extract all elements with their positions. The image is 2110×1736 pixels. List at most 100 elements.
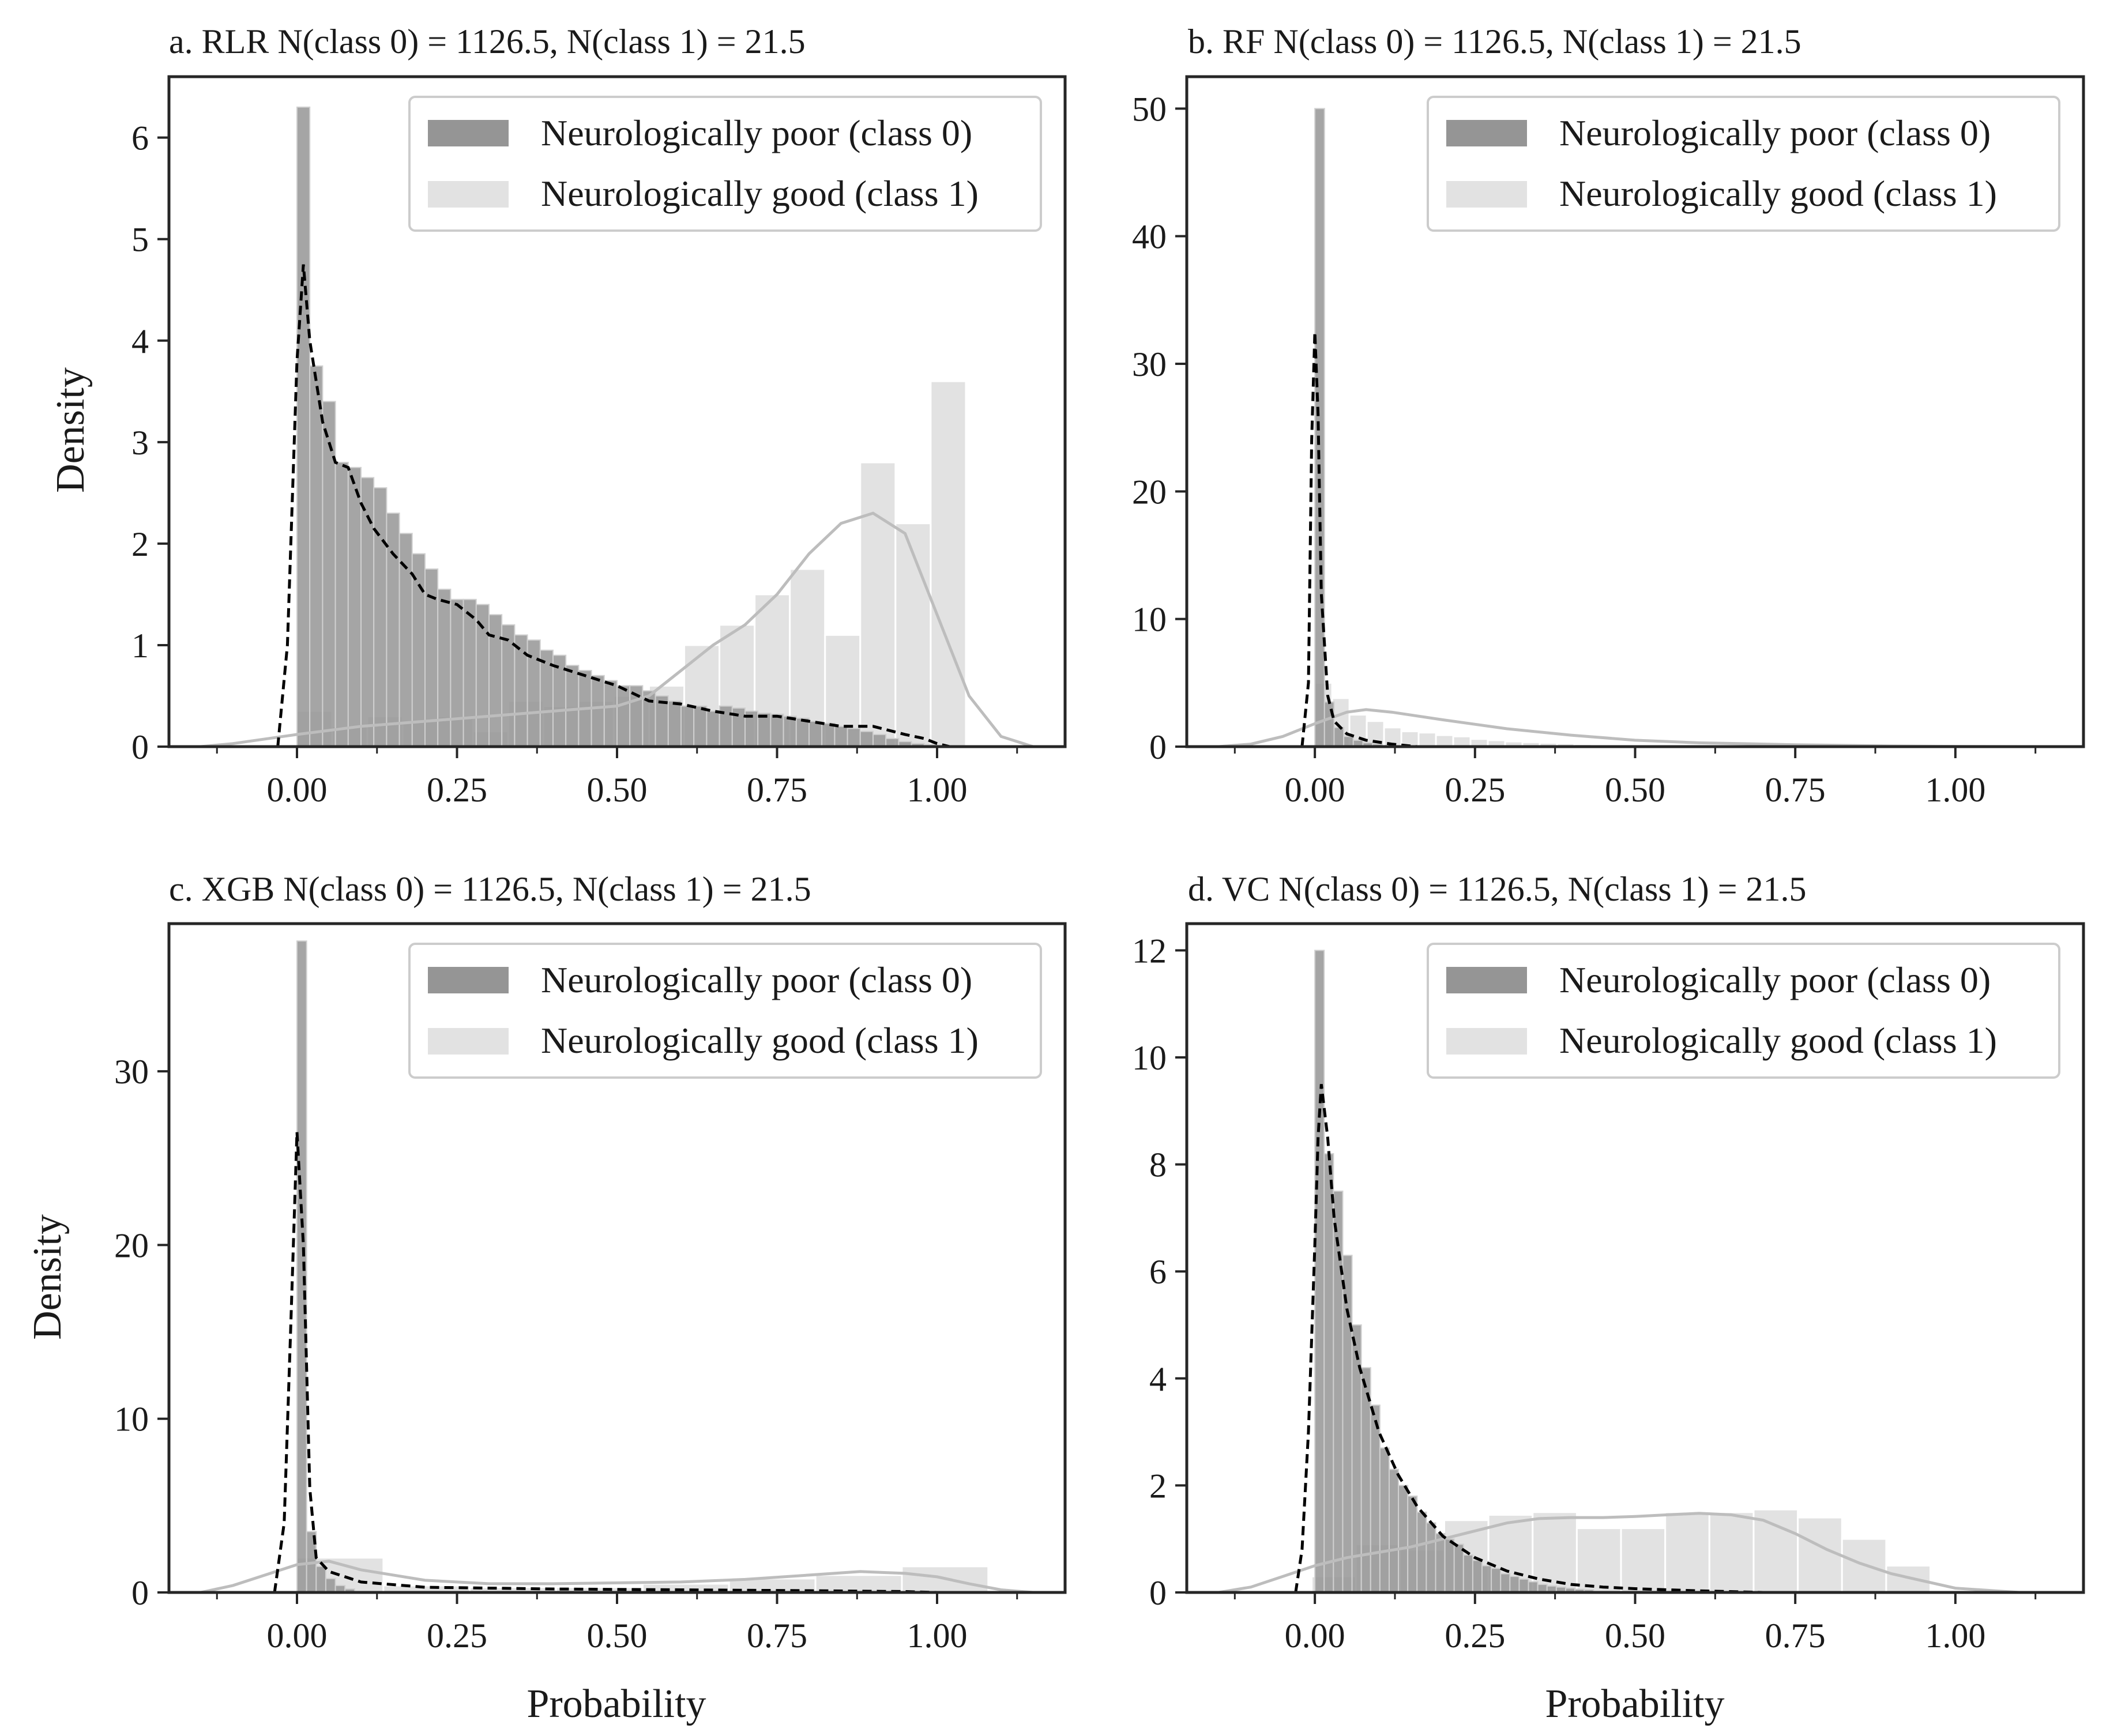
- bar-class0: [872, 733, 887, 747]
- x-tick-label: 0.25: [427, 771, 487, 809]
- bar-class0: [501, 624, 516, 747]
- bar-class0: [1509, 1576, 1520, 1592]
- panel-rlr: a. RLR N(class 0) = 1126.5, N(class 1) =…: [48, 22, 1067, 809]
- panel-vc: d. VC N(class 0) = 1126.5, N(class 1) = …: [1132, 870, 2085, 1726]
- bar-class0: [344, 1588, 355, 1592]
- bar-class0: [603, 680, 618, 747]
- plot-marks: [1218, 950, 2020, 1592]
- x-tick-label: 0.00: [267, 771, 328, 809]
- bar-class0: [411, 553, 426, 747]
- title-rlr: a. RLR N(class 0) = 1126.5, N(class 1) =…: [169, 22, 806, 61]
- legend-frame: [1427, 943, 2060, 1079]
- plot-area-xgb: 0.00 0.25 0.50 0.75 1.00 0 10 20 30 Neurologicall…: [114, 922, 1067, 1655]
- x-tick-label: 1.00: [907, 1617, 968, 1655]
- bar-class1: [1885, 1565, 1932, 1592]
- y-tick-label: 0: [1149, 728, 1167, 766]
- legend-swatch-class0: [428, 120, 509, 146]
- legend-swatch-class1: [1446, 1028, 1527, 1055]
- bar-class0: [462, 598, 477, 747]
- x-tick-label: 1.00: [1925, 1617, 1985, 1655]
- bar-class1: [1708, 1511, 1755, 1592]
- bar-class0: [706, 710, 720, 747]
- bar-class0: [808, 720, 823, 747]
- y-tick-label: 12: [1132, 932, 1167, 970]
- bar-class1: [1664, 1511, 1710, 1592]
- y-tick-label: 20: [114, 1226, 149, 1264]
- bar-class0: [680, 705, 695, 747]
- bar-class1: [930, 380, 967, 747]
- bar-class0: [757, 712, 772, 747]
- plot-area-rlr: 0.00 0.25 0.50 0.75 1.00 0 1 2 3 4 5 6 Neurologicall…: [131, 75, 1067, 809]
- bar-class0: [1426, 1522, 1436, 1592]
- x-tick-label: 1.00: [907, 771, 968, 809]
- x-tick-label: 0.50: [1605, 771, 1665, 809]
- bar-class0: [1333, 726, 1345, 747]
- y-tick-label: 10: [1132, 601, 1167, 639]
- legend-label-class0: Neurologically poor (class 0): [1559, 959, 1991, 1000]
- plot-marks: [201, 106, 1034, 747]
- y-tick-label: 3: [131, 424, 149, 462]
- legend: Neurologically poor (class 0) Neurologica…: [1427, 943, 2060, 1079]
- bar-class0: [437, 589, 452, 747]
- bar-class0: [1444, 1538, 1455, 1592]
- bar-class0: [795, 717, 810, 747]
- bar-class0: [1398, 1485, 1409, 1592]
- ylabel-rlr: Density: [48, 367, 93, 493]
- bar-class0: [347, 466, 362, 747]
- legend-label-class1: Neurologically good (class 1): [1559, 1020, 1997, 1061]
- legend-swatch-class1: [1446, 181, 1527, 208]
- bar-class0: [821, 722, 836, 747]
- kde-line-class1: [200, 1560, 1033, 1592]
- bar-class0: [296, 940, 307, 1592]
- bar-class0: [834, 725, 848, 747]
- bar-class0: [859, 730, 874, 747]
- bar-class0: [1435, 1532, 1446, 1592]
- x-tick-label: 0.25: [1445, 1617, 1505, 1655]
- legend-label-class0: Neurologically poor (class 0): [541, 959, 972, 1000]
- y-tick-label: 0: [131, 1574, 149, 1612]
- legend-label-class0: Neurologically poor (class 0): [1559, 112, 1991, 153]
- bar-class0: [770, 713, 784, 747]
- x-tick-label: 0.75: [747, 1617, 807, 1655]
- legend-swatch-class1: [428, 181, 509, 208]
- x-tick-label: 0.00: [1285, 1617, 1345, 1655]
- kde-line-class1: [201, 511, 1034, 747]
- bar-class0: [1379, 1447, 1390, 1592]
- bar-class0: [1370, 1404, 1381, 1592]
- legend-swatch-class0: [428, 967, 509, 993]
- xlabel-xgb: Probability: [526, 1682, 706, 1726]
- bar-class1: [1575, 1527, 1622, 1592]
- legend-frame: [408, 96, 1042, 232]
- y-tick-label: 2: [1149, 1467, 1167, 1505]
- y-tick-label: 10: [114, 1400, 149, 1438]
- y-tick-label: 6: [1149, 1253, 1167, 1291]
- bar-class1: [1752, 1508, 1799, 1592]
- kde-line-class1: [1218, 1512, 2020, 1592]
- y-tick-label: 8: [1149, 1146, 1167, 1184]
- bar-class0: [315, 1565, 326, 1592]
- bar-class1: [1620, 1527, 1667, 1592]
- bar-class0: [309, 365, 324, 747]
- x-tick-label: 0.50: [587, 771, 648, 809]
- kde-line-class0: [1294, 1084, 1763, 1592]
- legend: Neurologically poor (class 0) Neurologica…: [408, 96, 1042, 232]
- bar-class0: [1333, 1191, 1344, 1592]
- bar-class1: [859, 461, 897, 747]
- x-tick-label: 0.25: [1445, 771, 1505, 809]
- plot-area-vc: 0.00 0.25 0.50 0.75 1.00 0 2 4 6 8 10 12 Neurologica…: [1132, 922, 2085, 1655]
- y-tick-label: 20: [1132, 473, 1167, 511]
- y-tick-label: 0: [1149, 1574, 1167, 1612]
- bar-class0: [1343, 736, 1354, 747]
- x-tick-label: 0.50: [1605, 1617, 1665, 1655]
- bar-class0: [667, 700, 682, 747]
- x-tick-label: 0.25: [427, 1617, 487, 1655]
- bar-class0: [1518, 1578, 1529, 1592]
- bar-class0: [1462, 1554, 1473, 1592]
- bar-class0: [450, 598, 464, 747]
- y-tick-label: 40: [1132, 218, 1167, 256]
- bar-class0: [322, 401, 336, 747]
- bar-class0: [693, 705, 708, 747]
- legend-label-class0: Neurologically poor (class 0): [541, 112, 972, 153]
- y-tick-label: 5: [131, 221, 149, 259]
